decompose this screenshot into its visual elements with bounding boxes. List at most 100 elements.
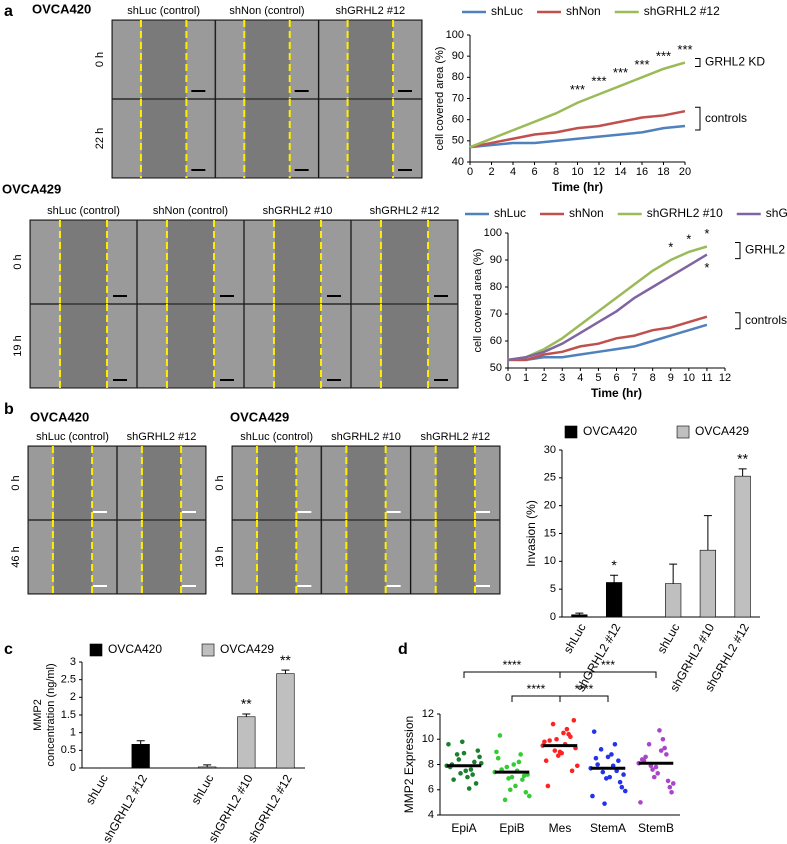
column-label: shGRHL2 #10	[331, 431, 401, 443]
cell-region	[474, 521, 499, 593]
row-label: 0 h	[214, 475, 226, 490]
data-point	[598, 747, 604, 752]
y-tick-label: 12	[422, 708, 434, 720]
x-tick-label: Mes	[549, 821, 572, 835]
significance-label: ***	[677, 42, 692, 57]
cell-region	[321, 221, 350, 303]
data-point	[564, 726, 570, 732]
x-tick-label: 11	[701, 372, 712, 384]
data-point	[451, 777, 456, 782]
y-tick-label: 90	[452, 50, 464, 62]
series-line	[469, 61, 686, 149]
legend-label: shGRHL2 #10	[647, 206, 723, 220]
x-tick-label: 1	[523, 372, 529, 384]
error-bar	[738, 468, 747, 477]
cell-region	[352, 305, 382, 387]
data-point	[477, 754, 482, 760]
cell-region	[322, 521, 348, 593]
cell-region	[296, 521, 321, 593]
cell-region	[107, 305, 136, 387]
cell-region	[428, 305, 457, 387]
data-point	[557, 749, 563, 755]
y-tick-label: 2	[70, 691, 76, 703]
bar	[237, 716, 256, 769]
column-label: shGRHL2 #10	[263, 205, 333, 217]
significance-label: ***	[591, 74, 606, 89]
y-tick-label: 40	[452, 156, 464, 168]
x-tick-label: 7	[632, 372, 638, 384]
y-tick-label: 80	[452, 71, 464, 83]
data-point	[669, 789, 674, 795]
x-tick-label: 12	[719, 372, 731, 384]
cell-region	[352, 221, 382, 303]
value-label: *	[611, 557, 617, 573]
y-tick-label: 25	[544, 472, 556, 484]
bracket-label: controls	[705, 111, 747, 125]
significance-label: ***	[570, 82, 585, 97]
data-point	[555, 753, 561, 758]
value-label: **	[241, 696, 252, 712]
data-point	[494, 749, 499, 755]
bracket	[735, 312, 741, 330]
data-point	[595, 762, 600, 767]
y-tick-label: 70	[490, 308, 502, 320]
y-axis-label: MMP2 Expression	[402, 716, 416, 813]
bracket	[511, 695, 561, 702]
legend-swatch	[676, 425, 690, 439]
series-line	[469, 109, 686, 149]
data-point	[607, 774, 613, 780]
cell-region	[216, 100, 246, 177]
error-bar	[669, 563, 678, 584]
bar	[734, 475, 751, 618]
x-tick-label: 16	[636, 166, 648, 178]
data-point	[658, 748, 664, 753]
row-label: 19 h	[12, 335, 24, 356]
bar	[699, 549, 717, 618]
legend-label: shGRHL2 #12	[766, 206, 787, 220]
data-point	[547, 738, 552, 743]
data-point	[590, 793, 595, 799]
y-tick-label: 1	[70, 727, 76, 739]
y-axis-label: cell covered area (%)	[434, 47, 446, 151]
column-label: shGRHL2 #12	[420, 431, 490, 443]
row-label: 0 h	[94, 52, 106, 67]
data-point	[616, 758, 621, 764]
series-line	[508, 323, 708, 362]
cell-region	[118, 447, 143, 519]
data-point	[603, 776, 609, 781]
data-point	[664, 752, 669, 757]
significance-label: *	[686, 231, 691, 246]
x-tick-label: 5	[595, 372, 601, 384]
data-point	[521, 773, 527, 779]
column-label: shLuc (control)	[240, 431, 313, 443]
value-label: **	[280, 652, 291, 668]
bracket	[735, 242, 741, 260]
data-point	[509, 774, 515, 780]
error-bar	[575, 612, 584, 615]
y-tick-label: 100	[446, 29, 464, 41]
cell-region	[113, 100, 142, 177]
legend-label: OVCA420	[583, 424, 637, 438]
data-point	[459, 739, 465, 745]
x-tick-label: 6	[613, 372, 619, 384]
data-point	[542, 739, 547, 745]
error-bar	[703, 515, 712, 551]
x-tick-label: 12	[593, 166, 605, 178]
data-point	[513, 783, 518, 789]
row-label: 0 h	[10, 475, 22, 490]
x-tick-label: shLuc	[83, 772, 111, 807]
cell-region	[393, 100, 421, 177]
y-tick-label: 0.5	[61, 744, 76, 756]
bracket	[695, 58, 701, 68]
x-tick-label: 0	[505, 372, 511, 384]
panel-label: c	[4, 641, 13, 658]
data-point	[456, 757, 462, 762]
cell-region	[411, 521, 437, 593]
data-point	[655, 771, 661, 776]
bracket	[695, 106, 701, 131]
data-point	[605, 754, 611, 760]
data-point	[653, 764, 659, 770]
significance-label: *	[704, 226, 709, 241]
legend-label: shNon	[566, 4, 601, 18]
